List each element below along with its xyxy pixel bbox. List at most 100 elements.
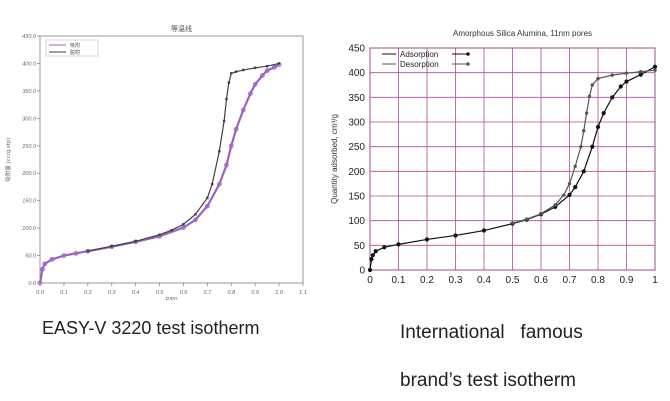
x-tick-label: 0.5 <box>506 275 520 286</box>
desorption-point <box>253 66 257 70</box>
y-tick-label: 150 <box>348 192 365 203</box>
left-caption: EASY-V 3220 test isotherm <box>42 318 260 338</box>
x-tick-label: 0.2 <box>420 275 434 286</box>
x-tick-label: 0.3 <box>108 290 117 296</box>
adsorption-point <box>260 73 265 78</box>
adsorption-point <box>370 253 375 258</box>
x-tick-label: 0.2 <box>84 290 92 296</box>
adsorption-point <box>73 251 79 256</box>
desorption-point <box>134 240 137 243</box>
x-tick-label: 0 <box>367 275 373 286</box>
desorption-point <box>562 193 566 197</box>
right-isotherm-chart: Amorphous Silica Alumina, 11nm pores 0 0.1… <box>330 29 658 286</box>
desorption-point <box>170 229 173 232</box>
desorption-point <box>158 233 161 236</box>
desorption-point <box>584 111 589 115</box>
plot-area <box>39 35 304 284</box>
adsorption-point <box>396 242 401 247</box>
desorption-point <box>510 221 515 225</box>
adsorption-point <box>610 95 615 100</box>
x-tick-label: 0.1 <box>60 290 68 296</box>
desorption-point <box>265 64 269 68</box>
y-tick-label: 450.0 <box>22 34 37 40</box>
x-tick-label: 0.3 <box>449 275 463 286</box>
desorption-point <box>639 69 643 74</box>
y-tick-label: 200.0 <box>21 171 37 177</box>
desorption-point <box>596 76 600 81</box>
adsorption-point <box>248 91 253 96</box>
desorption-point <box>539 212 543 216</box>
legend-marker <box>466 62 470 66</box>
desorption-point <box>206 196 209 200</box>
desorption-point <box>227 81 231 84</box>
x-tick-label: 0.0 <box>36 290 45 296</box>
adsorption-point <box>40 266 45 272</box>
desorption-point <box>86 249 90 253</box>
adsorption-point <box>652 64 658 69</box>
desorption-point <box>553 203 557 207</box>
desorption-point <box>573 164 577 169</box>
adsorption-point <box>37 280 43 286</box>
desorption-point <box>624 71 629 75</box>
desorption-point <box>234 70 238 73</box>
desorption-point <box>587 94 592 99</box>
legend-marker <box>466 52 470 56</box>
desorption-point <box>525 217 529 221</box>
desorption-point <box>242 68 245 72</box>
y-tick-label: 50.0 <box>25 254 37 260</box>
desorption-point <box>210 183 214 186</box>
x-axis-label: P/P0 <box>166 297 178 300</box>
y-tick-label: 350 <box>348 93 365 104</box>
desorption-point <box>610 73 614 77</box>
adsorption-point <box>252 81 258 87</box>
desorption-point <box>225 97 228 101</box>
y-tick-label: 350.0 <box>22 89 37 95</box>
adsorption-point <box>601 111 606 116</box>
y-tick-label: 50 <box>354 241 366 252</box>
desorption-point <box>567 181 572 186</box>
legend-label: 脱附 <box>70 49 80 56</box>
x-tick-label: 0.4 <box>477 275 491 286</box>
adsorption-point <box>271 64 277 70</box>
adsorption-point <box>424 237 430 242</box>
adsorption-point <box>205 203 210 209</box>
legend-label: 吸附 <box>70 42 80 49</box>
desorption-point <box>653 68 657 72</box>
y-tick-label: 100.0 <box>22 226 37 232</box>
y-tick-label: 0.0 <box>28 281 37 287</box>
chart-title: Amorphous Silica Alumina, 11nm pores <box>453 29 592 38</box>
adsorption-point <box>481 228 487 233</box>
desorption-point <box>590 83 594 87</box>
adsorption-point <box>581 169 586 174</box>
adsorption-point <box>61 253 67 258</box>
adsorption-point <box>42 261 48 267</box>
desorption-point <box>222 119 226 123</box>
adsorption-point <box>216 181 222 187</box>
adsorption-point <box>567 192 572 198</box>
adsorption-point <box>573 185 578 190</box>
x-tick-label: 0.8 <box>591 275 605 286</box>
y-tick-label: 400.0 <box>22 61 37 67</box>
x-tick-label: 0.8 <box>227 290 236 296</box>
y-axis-label: Quantity adsorbed, cm³/g <box>330 114 339 204</box>
x-tick-label: 1.0 <box>275 290 284 296</box>
adsorption-point <box>590 144 595 149</box>
adsorption-point <box>228 143 234 149</box>
adsorption-point <box>181 225 186 230</box>
x-tick-label: 0.5 <box>156 290 165 296</box>
x-tick-label: 1 <box>652 275 658 286</box>
y-tick-label: 400 <box>348 68 365 79</box>
adsorption-point <box>369 257 374 262</box>
chart-title: 等温线 <box>171 24 192 33</box>
x-tick-label: 1.1 <box>299 290 307 296</box>
adsorption-point <box>193 217 198 223</box>
y-tick-label: 250 <box>348 142 365 153</box>
adsorption-point <box>618 84 623 89</box>
desorption-point <box>230 72 233 75</box>
desorption-point <box>277 62 281 65</box>
x-tick-label: 0.6 <box>180 290 189 296</box>
legend-label: Adsorption <box>400 50 438 59</box>
x-tick-label: 0.7 <box>563 275 577 286</box>
right-caption-line2: brand’s test isotherm <box>400 370 577 391</box>
